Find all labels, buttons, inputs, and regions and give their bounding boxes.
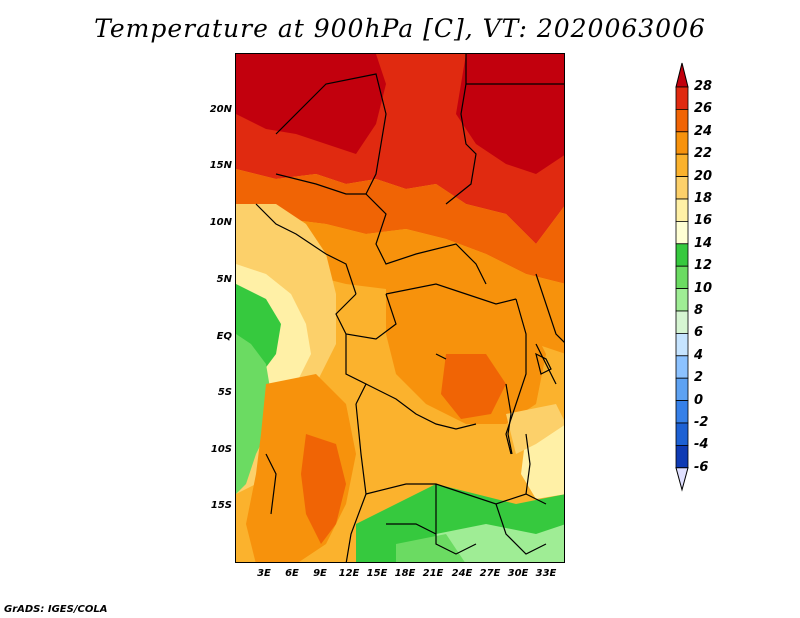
colorbar-segment [675,86,689,110]
lakes [435,352,552,495]
lon-label: 3E [257,568,271,579]
lon-label: 24E [451,568,473,579]
colorbar-tick-label: 6 [694,325,704,341]
colorbar-segment [675,444,689,469]
colorbar-tick-label: 0 [694,392,704,408]
colorbar-tick-label: -2 [694,415,709,430]
zone-light-green-south [396,534,465,562]
zone-orange-red-angola [301,434,346,544]
lon-label: 12E [338,568,360,579]
lon-label: 9E [313,568,327,579]
zone-light-green-coast [236,334,271,494]
colorbar-tick-label: -4 [694,437,709,453]
colorbar-segment [675,288,689,312]
lat-label: 15S [210,500,232,511]
colorbar-under-triangle [675,467,689,492]
colorbar-tick-label: 10 [694,280,713,296]
lon-label: 6E [285,568,299,579]
lat-label: 10S [210,444,232,455]
colorbar-segment [675,220,689,245]
temperature-map [235,53,565,563]
lat-label: 5N [216,274,232,285]
lon-label: 33E [535,568,557,579]
zone-yellow-east [506,404,564,454]
colorbar-tick-label: 22 [694,146,713,162]
zone-orange-red-band [236,169,564,284]
colorbar-tick-label: 2 [694,370,704,386]
lon-label: 15E [366,568,388,579]
lat-label: 10N [209,217,232,228]
colorbar-segment [675,400,689,424]
colorbar-segment [675,176,689,200]
colorbar-segment [675,377,689,402]
colorbar-segment [675,422,689,446]
lon-label: 30E [507,568,529,579]
zone-orange-red-congo [441,354,506,419]
colorbar-tick-label: 18 [694,191,713,206]
colorbar-segment [675,153,689,177]
lat-label: 5S [217,387,232,398]
colorbar-segment [675,355,689,379]
colorbar-segment [675,198,689,222]
colorbar-tick-label: 20 [694,168,713,184]
colorbar-segment [675,332,689,357]
colorbar-tick-label: 8 [694,303,704,318]
colorbar-segment [675,243,689,267]
colorbar-segment [675,131,689,155]
lat-label: 20N [209,104,232,115]
colorbar-tick-label: 14 [694,235,713,251]
map-title: Temperature at 900hPa [C], VT: 202006300… [94,14,706,43]
lat-label: EQ [216,331,232,342]
colorbar-tick-label: 16 [694,213,713,229]
colorbar-over-triangle [675,62,689,88]
colorbar-tick-label: 26 [694,101,713,117]
colorbar-tick-label: 28 [694,79,713,94]
colorbar-segment [675,109,689,133]
lon-label: 18E [394,568,416,579]
colorbar-tick-label: -6 [694,459,709,475]
colorbar-tick-label: 24 [694,123,713,139]
zone-orange-congo [386,279,546,424]
zone-pale-green-south [436,524,564,562]
lat-label: 15N [209,160,232,171]
credit-text: GrADS: IGES/COLA [4,604,108,615]
colorbar-segment [675,265,689,290]
lon-label: 21E [422,568,444,579]
colorbar-tick-label: 12 [694,258,713,274]
colorbar-segment [675,310,689,334]
lon-label: 27E [479,568,501,579]
colorbar-tick-label: 4 [694,347,704,363]
